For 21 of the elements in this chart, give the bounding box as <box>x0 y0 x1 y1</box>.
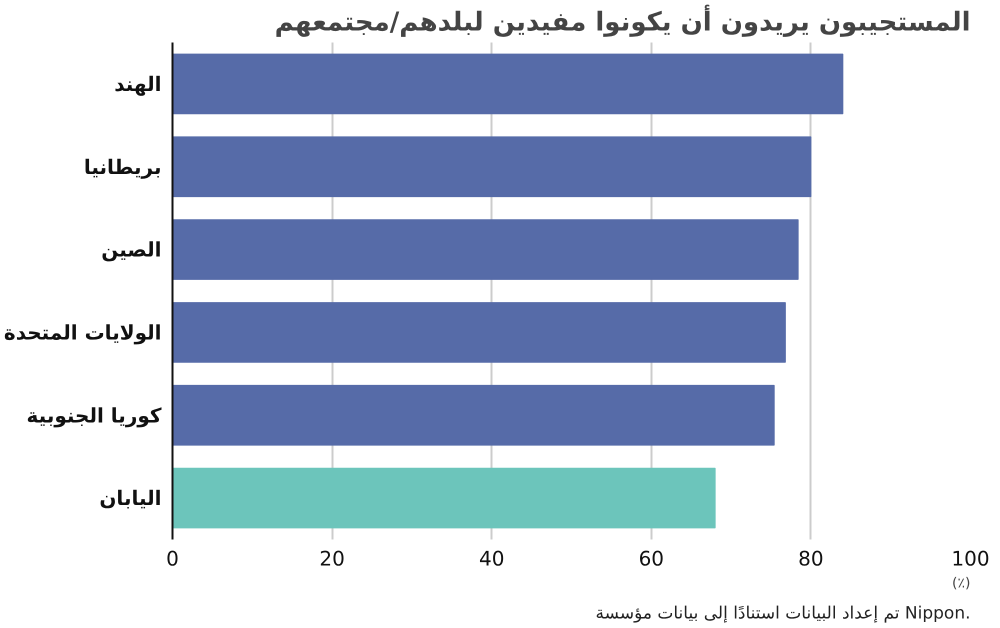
x-axis-title: (٪) <box>952 576 971 592</box>
text: تم إعداد البيانات استنادًا إلى بيانات مؤسسة Nippon. <box>596 604 971 624</box>
y-tick-label: الهند <box>114 72 162 96</box>
y-tick-label: بريطانيا <box>84 154 162 179</box>
x-tick-label: 20 <box>319 546 345 570</box>
bar <box>172 136 812 198</box>
x-tick-label: 40 <box>478 546 504 570</box>
bar <box>172 302 786 363</box>
bar <box>172 468 716 528</box>
y-tick-label: كوريا الجنوبية <box>26 403 162 428</box>
y-tick-label: الصين <box>101 238 162 262</box>
y-tick-label: اليابان <box>99 486 162 510</box>
y-tick-label: الولايات المتحدة <box>4 320 162 344</box>
x-tick-label: 60 <box>638 546 664 570</box>
bar <box>172 219 799 280</box>
x-tick-label: 0 <box>166 546 179 570</box>
bar <box>172 384 775 446</box>
chart-title: المستجيبون يريدون أن يكونوا مفيدين لبلدهم/مجتمعهم <box>274 4 971 38</box>
x-tick-label: 80 <box>798 546 824 570</box>
bar <box>172 54 844 114</box>
x-tick-label: 100 <box>951 546 990 570</box>
